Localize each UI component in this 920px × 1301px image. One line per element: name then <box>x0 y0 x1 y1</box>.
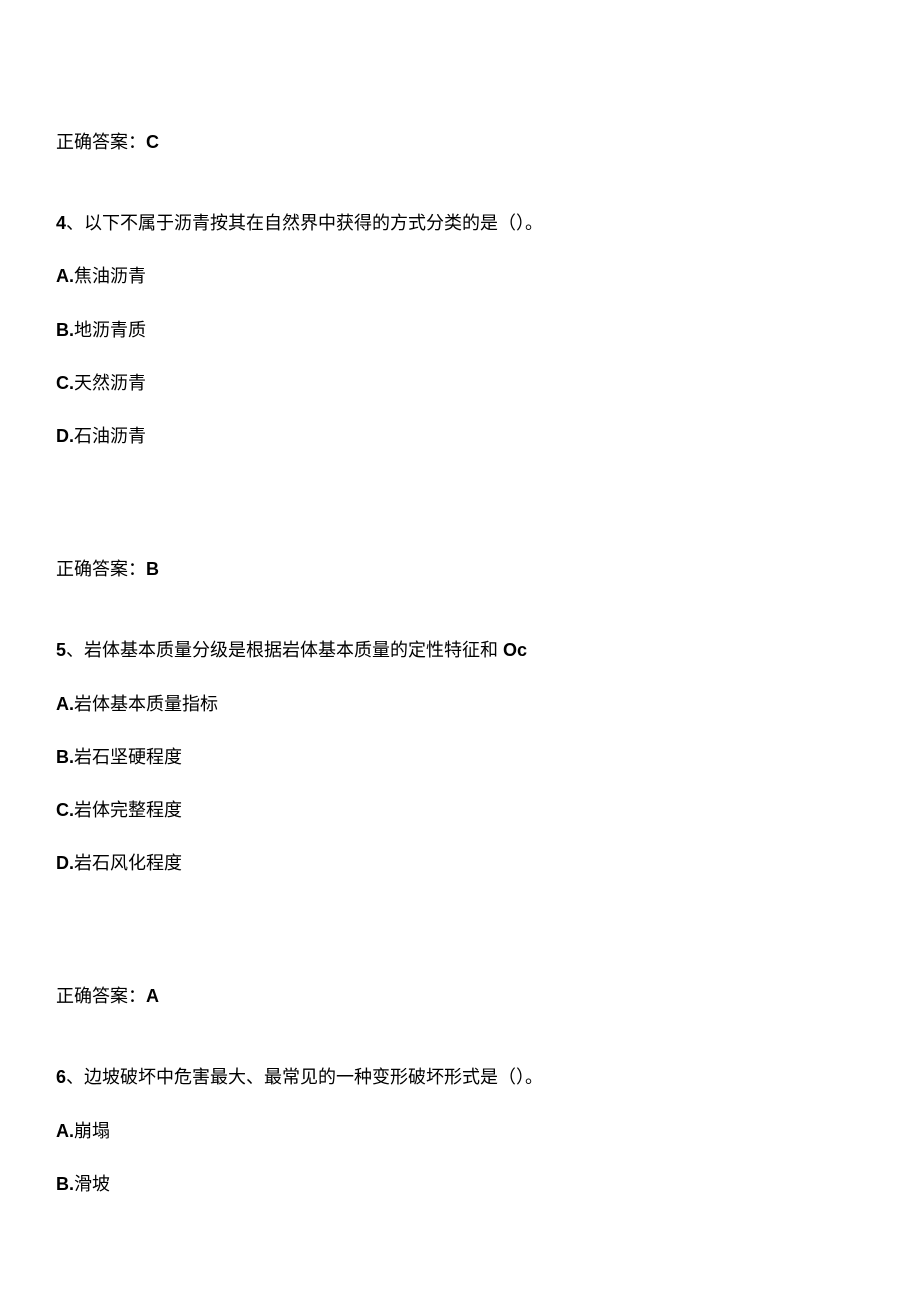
option-text: 石油沥青 <box>74 426 146 446</box>
question-text: 岩体基本质量分级是根据岩体基本质量的定性特征和 <box>84 640 503 660</box>
option-text: 岩体完整程度 <box>74 800 182 820</box>
question-number: 4 <box>56 213 66 233</box>
option-6A: A.崩塌 <box>56 1119 864 1144</box>
option-letter: D. <box>56 426 74 446</box>
question-sep: 、 <box>66 640 84 660</box>
answer-label: 正确答案： <box>56 132 146 152</box>
answer-value: C <box>146 132 159 152</box>
option-letter: A. <box>56 1121 74 1141</box>
option-text: 岩石坚硬程度 <box>74 747 182 767</box>
option-4C: C.天然沥青 <box>56 371 864 396</box>
question-5-stem: 5、岩体基本质量分级是根据岩体基本质量的定性特征和 Oc <box>56 638 864 663</box>
option-letter: B. <box>56 320 74 340</box>
question-bold: Oc <box>503 640 527 660</box>
option-5C: C.岩体完整程度 <box>56 798 864 823</box>
option-6B: B.滑坡 <box>56 1172 864 1197</box>
option-letter: B. <box>56 747 74 767</box>
answer-value: A <box>146 986 159 1006</box>
option-letter: A. <box>56 266 74 286</box>
option-text: 地沥青质 <box>74 320 146 340</box>
option-letter: A. <box>56 694 74 714</box>
option-letter: C. <box>56 800 74 820</box>
question-4-stem: 4、以下不属于沥青按其在自然界中获得的方式分类的是（）。 <box>56 211 864 236</box>
question-number: 6 <box>56 1067 66 1087</box>
option-4B: B.地沥青质 <box>56 318 864 343</box>
option-text: 焦油沥青 <box>74 266 146 286</box>
option-letter: C. <box>56 373 74 393</box>
question-text: 边坡破坏中危害最大、最常见的一种变形破坏形式是（）。 <box>84 1067 543 1087</box>
question-number: 5 <box>56 640 66 660</box>
answer-3: 正确答案：C <box>56 130 864 155</box>
option-text: 岩石风化程度 <box>74 853 182 873</box>
option-letter: D. <box>56 853 74 873</box>
answer-label: 正确答案： <box>56 986 146 1006</box>
answer-5: 正确答案：A <box>56 984 864 1009</box>
option-5D: D.岩石风化程度 <box>56 851 864 876</box>
option-letter: B. <box>56 1174 74 1194</box>
answer-label: 正确答案： <box>56 559 146 579</box>
option-text: 天然沥青 <box>74 373 146 393</box>
question-sep: 、 <box>66 213 84 233</box>
answer-4: 正确答案：B <box>56 557 864 582</box>
option-text: 滑坡 <box>74 1174 110 1194</box>
option-text: 岩体基本质量指标 <box>74 694 218 714</box>
question-sep: 、 <box>66 1067 84 1087</box>
option-text: 崩塌 <box>74 1121 110 1141</box>
option-4D: D.石油沥青 <box>56 424 864 449</box>
option-4A: A.焦油沥青 <box>56 264 864 289</box>
question-text: 以下不属于沥青按其在自然界中获得的方式分类的是（）。 <box>84 213 543 233</box>
answer-value: B <box>146 559 159 579</box>
option-5B: B.岩石坚硬程度 <box>56 745 864 770</box>
option-5A: A.岩体基本质量指标 <box>56 692 864 717</box>
question-6-stem: 6、边坡破坏中危害最大、最常见的一种变形破坏形式是（）。 <box>56 1065 864 1090</box>
